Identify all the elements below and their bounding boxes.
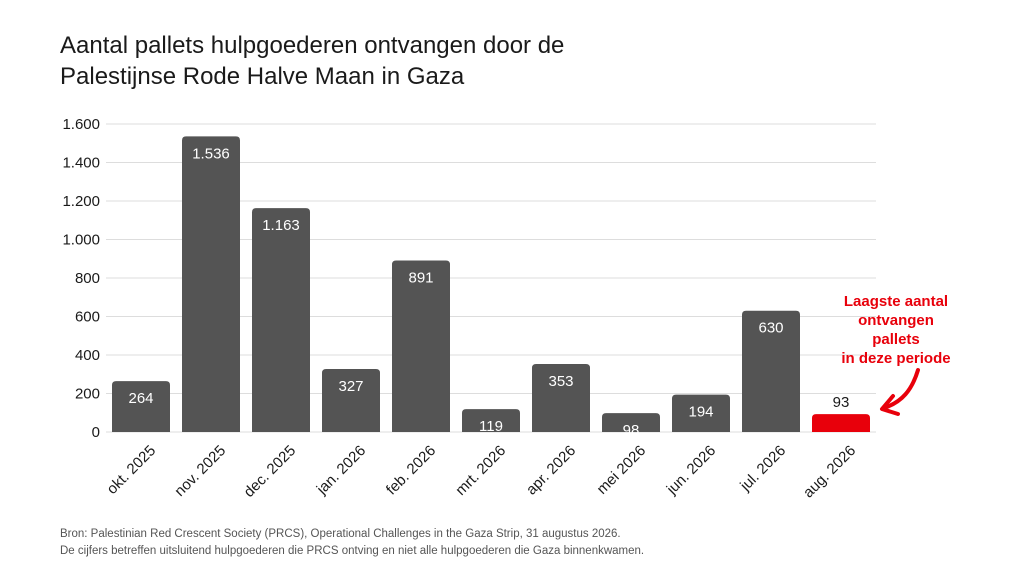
chart-title: Aantal pallets hulpgoederen ontvangen do… <box>60 30 780 92</box>
data-label: 194 <box>688 404 713 421</box>
x-tick-label: okt. 2025 <box>104 442 160 498</box>
footer-source: Bron: Palestinian Red Crescent Society (… <box>60 526 644 560</box>
x-tick-label: mei 2026 <box>594 442 650 498</box>
annotation-line-2: ontvangen pallets <box>858 312 934 348</box>
x-tick-label: feb. 2026 <box>383 442 439 498</box>
bar-okt-2025 <box>112 381 170 432</box>
x-tick-label: jan. 2026 <box>313 442 369 498</box>
bar-mrt-2026 <box>462 409 520 432</box>
data-label: 630 <box>758 320 783 337</box>
bar-nov-2025 <box>182 136 240 432</box>
data-label: 1.163 <box>262 217 300 234</box>
x-tick-label: apr. 2026 <box>523 442 579 498</box>
x-tick-label: dec. 2025 <box>241 442 300 501</box>
y-tick-label: 1.000 <box>62 232 100 249</box>
y-tick-label: 1.400 <box>62 155 100 172</box>
y-tick-label: 600 <box>75 309 100 326</box>
x-tick-label: aug. 2026 <box>800 442 859 501</box>
data-label: 98 <box>623 422 640 439</box>
data-label: 264 <box>128 390 153 407</box>
bar-dec-2025 <box>252 208 310 432</box>
y-tick-label: 800 <box>75 270 100 287</box>
x-axis: okt. 2025 nov. 2025 dec. 2025 jan. 2026 feb.… <box>104 442 860 501</box>
x-tick-label: jun. 2026 <box>663 442 719 498</box>
bar-aug-2026 <box>812 414 870 432</box>
x-tick-label: mrt. 2026 <box>452 442 509 499</box>
data-label: 93 <box>833 394 850 411</box>
y-axis: 0 200 400 600 800 1.000 1.200 1.400 1.600 <box>62 116 100 441</box>
x-tick-label: jul. 2026 <box>736 442 789 495</box>
y-tick-label: 1.200 <box>62 193 100 210</box>
data-label: 327 <box>338 378 363 395</box>
annotation-arrowhead <box>880 394 900 416</box>
x-tick-label: nov. 2025 <box>171 442 229 500</box>
bar-apr-2026 <box>532 364 590 432</box>
data-label: 891 <box>408 269 433 286</box>
bar-feb-2026 <box>392 260 450 432</box>
bar-mei-2026 <box>602 413 660 432</box>
chart-title-line-2: Palestijnse Rode Halve Maan in Gaza <box>60 63 465 90</box>
chart-title-line-1: Aantal pallets hulpgoederen ontvangen do… <box>60 32 565 59</box>
y-tick-label: 0 <box>92 424 100 441</box>
bar-jan-2026 <box>322 369 380 432</box>
data-label: 1.536 <box>192 145 230 162</box>
annotation-line-3: in deze periode <box>841 350 951 367</box>
annotation-text: Laagste aantal ontvangen pallets in deze… <box>838 292 954 368</box>
source-note: Bron: Palestinian Red Crescent Society (… <box>60 528 621 540</box>
annotation-arrow <box>882 368 920 410</box>
data-label: 353 <box>548 373 573 390</box>
bar-jul-2026 <box>742 310 800 432</box>
disclaimer-note: De cijfers betreffen uitsluitend hulpgoe… <box>60 545 645 557</box>
bar-jun-2026 <box>672 394 730 432</box>
y-tick-label: 200 <box>75 386 100 403</box>
annotation-line-1: Laagste aantal <box>843 293 949 310</box>
bars: 264 1.536 1.163 327 891 119 353 98 194 630 93 <box>112 136 870 439</box>
y-tick-label: 400 <box>75 347 100 364</box>
y-tick-label: 1.600 <box>62 116 100 133</box>
data-label: 119 <box>479 418 503 435</box>
